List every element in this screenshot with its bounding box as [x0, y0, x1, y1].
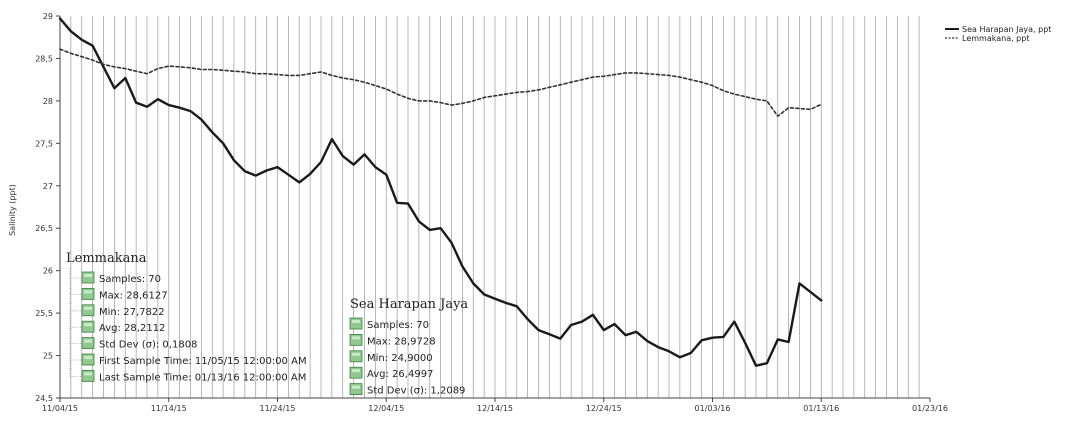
series-lines: [58, 17, 823, 367]
stat-icon: [81, 369, 95, 382]
y-tick-label: 27,5: [35, 139, 53, 148]
y-tick-label: 24,5: [35, 394, 53, 403]
stat-icon-highlight: [84, 274, 92, 277]
stat-item: Min: 27,7822: [99, 307, 165, 318]
series-line-lemmakana: [59, 48, 823, 117]
y-tick-labels: 29 28,5 28 27,5 27 26,5 26 25,5 25 24,5: [35, 12, 60, 403]
stat-item: Max: 28,9728: [367, 336, 436, 347]
y-tick-label: 26,5: [35, 224, 53, 233]
y-axis-label: Salinity (ppt): [8, 184, 17, 236]
x-tick-label: 01/13/16: [803, 404, 839, 413]
stat-icon-highlight: [352, 336, 360, 340]
legend-entry: Sea Harapan Jaya, ppt: [962, 25, 1051, 34]
x-tick-label: 11/04/15: [42, 404, 78, 413]
stats-title: Lemmakana: [66, 251, 147, 266]
x-tick-label: 12/14/15: [477, 404, 513, 413]
x-tick-label: 12/04/15: [368, 404, 404, 413]
grid-lines: [70, 16, 920, 398]
y-tick-label: 27: [43, 182, 53, 191]
stat-icon-highlight: [84, 323, 92, 327]
x-tick-label: 01/23/16: [912, 404, 948, 413]
stat-item: Max: 28,6127: [99, 290, 168, 301]
x-tick-label: 11/24/15: [260, 404, 296, 413]
stat-icon: [81, 320, 95, 333]
stat-item: Last Sample Time: 01/13/16 12:00:00 AM: [99, 372, 306, 383]
y-tick-label: 28,5: [35, 54, 53, 63]
stats-boxes: Lemmakana Samples: 70 Max: 28,6127 Min: 27,…: [66, 251, 468, 397]
x-tick-label: 11/14/15: [151, 404, 187, 413]
stat-icon: [349, 333, 363, 346]
x-tick-labels: 11/04/15 11/14/15 11/24/15 12/04/15 12/14/15…: [42, 398, 948, 413]
stat-item: Std Dev (σ): 1,2089: [367, 386, 465, 397]
stat-icon: [81, 353, 95, 366]
stat-icon: [349, 350, 363, 363]
y-tick-label: 28: [43, 97, 53, 106]
y-tick-label: 25,5: [35, 309, 53, 318]
stat-item: Samples: 70: [99, 274, 161, 285]
stat-icon-highlight: [352, 385, 360, 389]
stat-item: Min: 24,9000: [367, 353, 433, 364]
stat-icon-highlight: [84, 372, 92, 376]
legend-entry: Lemmakana, ppt: [962, 34, 1029, 43]
stat-icon-highlight: [84, 290, 92, 294]
stat-item: Std Dev (σ): 0,1808: [99, 340, 197, 351]
stat-icon-highlight: [84, 356, 92, 359]
y-tick-label: 29: [43, 12, 53, 21]
stat-item: Avg: 28,2112: [99, 323, 165, 334]
stat-icon-highlight: [352, 320, 360, 323]
stat-icon: [81, 287, 95, 300]
stat-icon-highlight: [352, 352, 360, 356]
stat-item: Avg: 26,4997: [367, 369, 433, 380]
stats-title: Sea Harapan Jaya: [350, 297, 468, 312]
stat-item: First Sample Time: 11/05/15 12:00:00 AM: [99, 356, 307, 367]
stat-icon: [349, 383, 363, 396]
y-tick-label: 26: [43, 267, 53, 276]
stat-icon-highlight: [84, 306, 92, 310]
stat-icon: [81, 337, 95, 350]
stat-item: Samples: 70: [367, 320, 429, 331]
stat-icon: [349, 317, 363, 330]
x-tick-label: 01/03/16: [695, 404, 731, 413]
stat-icon: [81, 271, 95, 284]
y-tick-label: 25: [43, 352, 53, 361]
series-line-sea-harapan-jaya: [58, 17, 823, 367]
stat-icon: [81, 304, 95, 317]
stat-icon-highlight: [84, 339, 92, 343]
x-tick-label: 12/24/15: [586, 404, 622, 413]
stat-icon: [349, 366, 363, 379]
stat-icon-highlight: [352, 369, 360, 373]
